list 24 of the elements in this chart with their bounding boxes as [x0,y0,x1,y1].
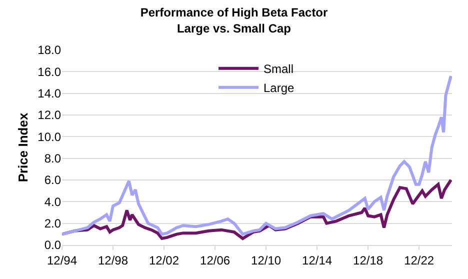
legend-label: Small [264,62,294,76]
x-tick-label: 12/06 [200,253,230,268]
y-tick-label: 12.0 [38,108,62,122]
chart-subtitle: Large vs. Small Cap [176,21,292,36]
x-tick-label: 12/18 [353,253,384,268]
legend-label: Large [264,81,295,96]
x-tick-label: 12/10 [251,253,282,268]
y-tick-label: 8.0 [44,152,62,166]
y-axis-title: Price Index [16,112,31,182]
line-series [62,74,452,236]
y-tick-label: 4.0 [44,194,62,209]
x-tick-label: 12/14 [302,253,332,268]
y-tick-label: 16.0 [38,64,62,79]
x-tick-label: 12/02 [149,253,180,268]
x-tick-label: 12/22 [404,253,434,268]
x-tick-label: 12/94 [46,253,78,268]
y-tick-label: 2.0 [44,216,62,231]
y-tick-label: 14.0 [38,86,62,101]
y-tick-label: 6.0 [44,173,62,188]
y-tick-label: 0.0 [44,238,62,252]
y-tick-label: 10.0 [38,130,62,144]
x-tick-label: 12/98 [98,253,128,268]
y-tick-label: 18.0 [38,43,62,58]
chart-title: Performance of High Beta Factor [140,6,328,20]
